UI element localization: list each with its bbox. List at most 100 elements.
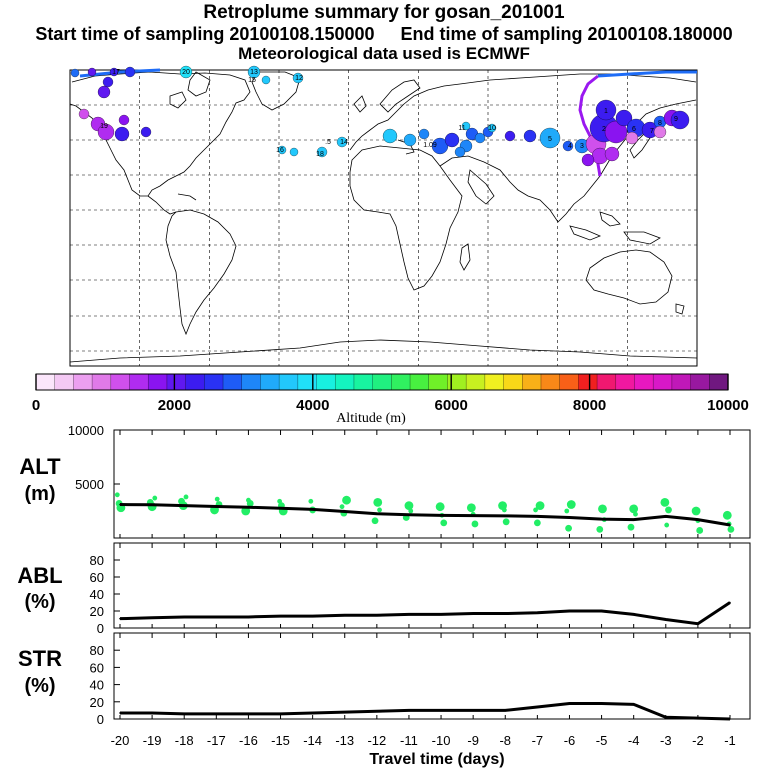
- sample-label: 10: [488, 125, 496, 132]
- x-tick-label: -17: [207, 733, 226, 748]
- alt-scatter-point: [440, 519, 448, 527]
- y-tick-label: 80: [90, 553, 104, 568]
- colorbar-cells: [35, 374, 729, 390]
- str-point: [632, 703, 635, 706]
- alt-title: ALT: [19, 454, 61, 479]
- alt-scatter-point: [246, 500, 254, 507]
- plume-dot: [604, 120, 628, 144]
- sample-label: 3: [580, 143, 584, 150]
- colorbar-tick-label: 0: [32, 397, 40, 414]
- plume-dot: [140, 126, 152, 138]
- abl-point: [729, 601, 731, 604]
- alt-point: [632, 518, 635, 521]
- plume-dot: [604, 146, 620, 162]
- sample-label: 16: [276, 147, 284, 154]
- str-series-line: [120, 702, 731, 721]
- sample-label: 4: [568, 143, 572, 150]
- y-tick-label: 60: [90, 660, 104, 675]
- str-point: [472, 709, 474, 712]
- colorbar-cell: [260, 374, 280, 390]
- str-point: [343, 711, 346, 713]
- alt-scatter-point: [373, 497, 383, 507]
- x-tick-label: -16: [239, 733, 258, 748]
- colorbar-cell: [353, 374, 374, 390]
- x-tick-label: -11: [400, 733, 418, 748]
- alt-scatter-point: [466, 503, 476, 513]
- plume-dot: [124, 66, 136, 78]
- alt-point: [376, 512, 378, 515]
- alt-frame: [113, 429, 751, 539]
- colorbar-cell: [223, 374, 243, 390]
- colorbar-label: Altitude (m): [336, 411, 406, 426]
- alt-scatter-point: [629, 504, 639, 514]
- alt-scatter-point: [596, 525, 604, 533]
- plume-dot: [615, 109, 633, 127]
- str-point: [119, 712, 121, 714]
- abl-point: [697, 622, 699, 625]
- plume-dots: 20 13 12 .5 1.09 11 10 5 4 3 2 1 15 16 18 19 14 17 6 78 9: [70, 65, 690, 167]
- sample-label: 8: [658, 120, 662, 127]
- colorbar-cell: [597, 374, 617, 390]
- colorbar-cell: [410, 374, 430, 390]
- str-frame: [113, 632, 751, 720]
- y-tick-label: 0: [97, 712, 104, 727]
- alt-scatter-point: [533, 507, 538, 513]
- travel-time-axis: -20 -19 -18 -17 -16 -15 -14 -13 -12 -11 -10 -9 -8 -7 -…: [111, 733, 736, 748]
- abl-point: [247, 616, 250, 618]
- x-tick-label: -18: [175, 733, 194, 748]
- alt-scatter-point: [241, 506, 251, 516]
- plume-dot: [474, 132, 486, 144]
- colorbar-cell: [671, 374, 692, 390]
- colorbar-cell: [503, 374, 523, 390]
- end-time: End time of sampling 20100108.180000: [400, 24, 733, 44]
- met-data-note: Meteorological data used is ECMWF: [238, 44, 530, 63]
- alt-scatter-point: [371, 517, 379, 525]
- sample-label: 2: [602, 126, 606, 133]
- alt-scatter-point: [183, 494, 189, 500]
- alt-scatter-point: [696, 527, 704, 534]
- abl-point: [472, 612, 474, 615]
- str-point: [697, 717, 699, 719]
- y-tick-label: 10000: [68, 423, 104, 438]
- x-tick-label: -6: [564, 733, 576, 748]
- str-panel: STR (%) 0 20 40 60 80: [18, 632, 751, 727]
- str-point: [215, 713, 218, 715]
- colorbar-cell: [484, 374, 505, 390]
- colorbar-cell: [690, 374, 710, 390]
- colorbar-cell: [634, 374, 654, 390]
- plume-dot: [70, 68, 80, 78]
- alt-scatter-point: [665, 506, 672, 514]
- x-tick-label: -5: [596, 733, 608, 748]
- str-units: (%): [24, 675, 55, 697]
- x-tick-label: -13: [335, 733, 354, 748]
- alt-point: [729, 524, 731, 526]
- plume-dot: [523, 129, 537, 143]
- abl-point: [151, 617, 153, 619]
- plume-dot: [336, 136, 348, 148]
- sample-label: 17: [112, 69, 120, 76]
- colorbar-cell: [297, 374, 318, 390]
- alt-scatter-point: [502, 518, 510, 526]
- colorbar-cell: [372, 374, 392, 390]
- colorbar-cell: [129, 374, 149, 390]
- abl-point: [119, 617, 121, 620]
- colorbar-cell: [166, 374, 187, 390]
- str-point: [536, 706, 539, 708]
- y-tick-label: 20: [90, 604, 104, 619]
- abl-point: [664, 618, 667, 621]
- x-tick-label: -3: [660, 733, 672, 748]
- start-time: Start time of sampling 20100108.150000: [35, 24, 375, 44]
- abl-point: [408, 613, 410, 616]
- plume-dot: [670, 110, 690, 130]
- colorbar-cell: [110, 374, 131, 390]
- y-tick-label: 20: [90, 695, 104, 710]
- alt-point: [151, 503, 153, 506]
- x-tick-label: -20: [111, 733, 130, 748]
- colorbar-cell: [279, 374, 299, 390]
- altitude-colorbar: 0 2000 4000 6000 8000 10000 Altitude (m): [32, 373, 749, 426]
- sample-label: 1: [604, 108, 608, 115]
- sample-label: 11: [458, 125, 465, 132]
- abl-panel: ABL (%) 0 20 40 60 80: [17, 542, 751, 636]
- plume-dot: [461, 121, 471, 131]
- plume-dot: [316, 146, 328, 158]
